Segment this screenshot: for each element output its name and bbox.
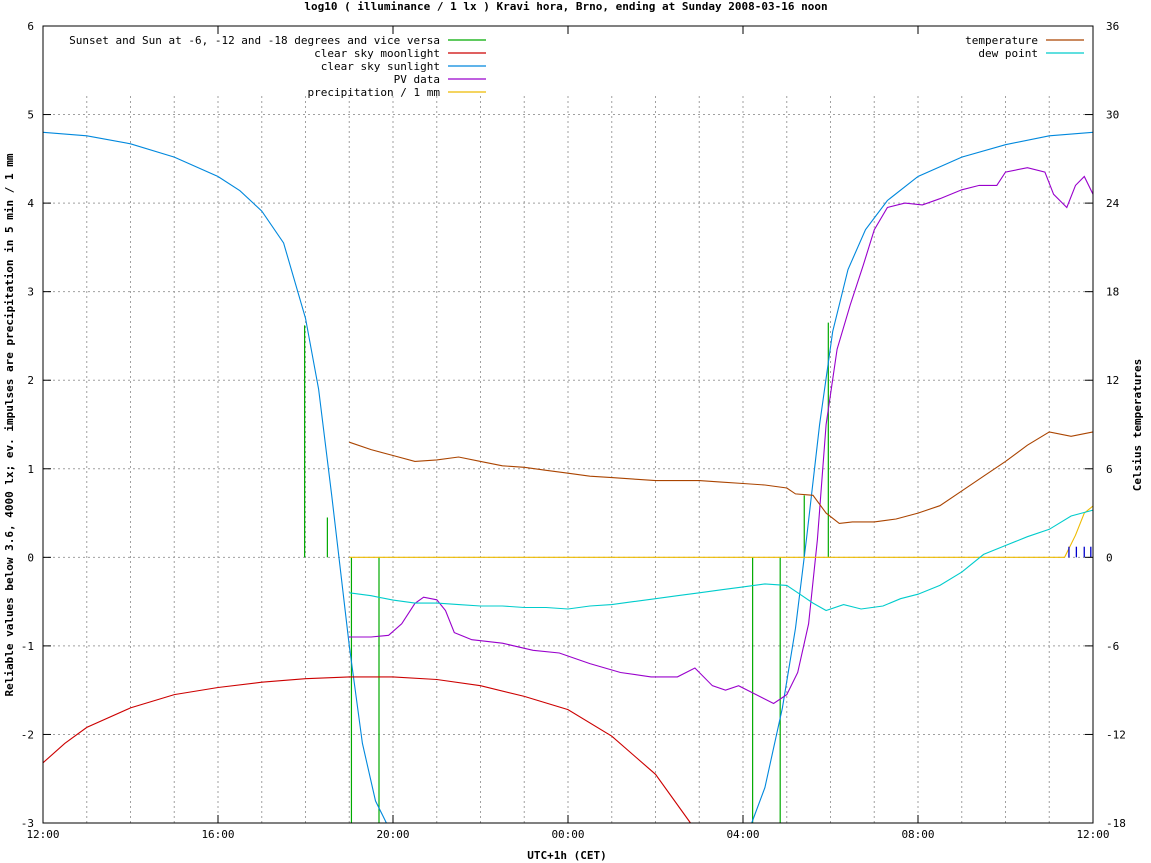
series-clear-sky-sunlight	[42, 131, 387, 824]
series-clear-sky-moonlight	[42, 676, 691, 824]
y-axis-label: Reliable values below 3.6, 4000 lx; ev. …	[3, 153, 16, 696]
y-tick-label: 6	[27, 20, 34, 33]
x-tick-label: 00:00	[551, 828, 584, 841]
y2-tick-label: 24	[1106, 197, 1120, 210]
y-tick-label: 5	[27, 109, 34, 122]
y2-tick-label: -18	[1106, 817, 1126, 830]
legend: Sunset and Sun at -6, -12 and -18 degree…	[69, 34, 1084, 99]
x-axis-label: UTC+1h (CET)	[527, 849, 606, 862]
ticks: 12:00 16:00 20:00 00:00 04:00 08:00 12:00-3-2-…	[21, 20, 1126, 841]
legend-left-label: PV data	[394, 73, 440, 86]
y-tick-label: 2	[27, 374, 34, 387]
x-tick-label: 12:00	[1076, 828, 1109, 841]
y-tick-label: 4	[27, 197, 34, 210]
y2-tick-label: -6	[1106, 640, 1119, 653]
series-layer	[42, 131, 1094, 824]
series-temperature	[349, 431, 1094, 524]
y2-tick-label: 30	[1106, 109, 1119, 122]
y-tick-label: 0	[27, 551, 34, 564]
legend-left-label: Sunset and Sun at -6, -12 and -18 degree…	[69, 34, 440, 47]
legend-right-label: temperature	[965, 34, 1038, 47]
x-tick-label: 20:00	[376, 828, 409, 841]
series-clear-sky-sunlight-morning	[751, 131, 1094, 824]
legend-right-label: dew point	[978, 47, 1038, 60]
y-tick-label: -3	[21, 817, 34, 830]
y-tick-label: 3	[27, 286, 34, 299]
series-precipitation-1-mm	[349, 505, 1094, 558]
y2-axis-label: Celsius temperatures	[1131, 359, 1144, 491]
y2-tick-label: 6	[1106, 463, 1113, 476]
y2-tick-label: -12	[1106, 728, 1126, 741]
series-pv-data	[349, 167, 1094, 705]
y2-tick-label: 12	[1106, 374, 1119, 387]
x-tick-label: 12:00	[26, 828, 59, 841]
x-tick-label: 16:00	[201, 828, 234, 841]
legend-left-label: clear sky moonlight	[314, 47, 440, 60]
legend-left-label: precipitation / 1 mm	[308, 86, 441, 99]
y2-tick-label: 18	[1106, 286, 1119, 299]
y2-tick-label: 36	[1106, 20, 1119, 33]
y-tick-label: 1	[27, 463, 34, 476]
chart-title: log10 ( illuminance / 1 lx ) Kravi hora,…	[304, 0, 827, 13]
grid	[43, 96, 1093, 823]
y2-tick-label: 0	[1106, 551, 1113, 564]
legend-left-label: clear sky sunlight	[321, 60, 440, 73]
x-tick-label: 08:00	[901, 828, 934, 841]
y-tick-label: -1	[21, 640, 34, 653]
y-tick-label: -2	[21, 728, 34, 741]
series-dew-point	[349, 509, 1094, 612]
x-tick-label: 04:00	[726, 828, 759, 841]
